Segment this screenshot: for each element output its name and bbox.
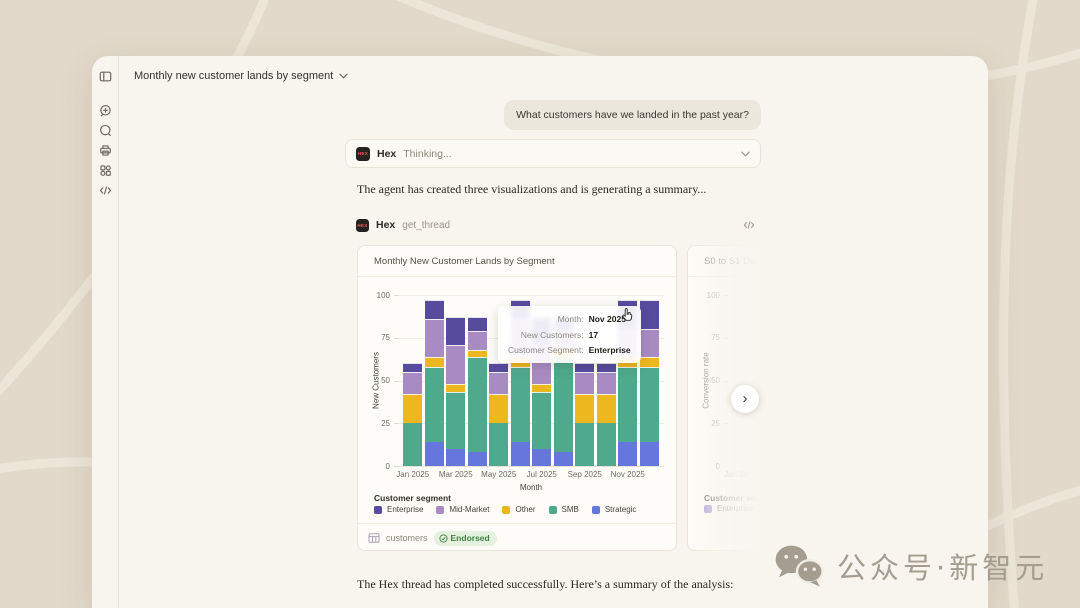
legend-title: Customer segment xyxy=(374,493,451,503)
tool-name: get_thread xyxy=(402,219,451,231)
legend-item: Mid-Market xyxy=(436,505,489,514)
tool-brand: Hex xyxy=(376,219,396,231)
endorsed-badge: Endorsed xyxy=(433,530,497,546)
check-circle-icon xyxy=(438,533,448,543)
thinking-status: Thinking... xyxy=(403,147,452,160)
view-code-icon[interactable] xyxy=(743,219,755,231)
sidebar xyxy=(92,56,119,608)
bar-Oct 2025[interactable] xyxy=(596,295,618,466)
threads-icon[interactable] xyxy=(99,124,112,137)
dataset-name[interactable]: customers xyxy=(386,533,428,543)
card-footer: customers Endorsed xyxy=(368,524,497,551)
chart-legend: Enterprise Mid-Market Other SMB Strategic xyxy=(374,505,636,514)
chart-title: Monthly New Customer Lands by Segment xyxy=(374,256,555,267)
cursor-hand-icon xyxy=(622,308,633,321)
legend-item: Other xyxy=(502,505,536,514)
bar-Feb 2025[interactable] xyxy=(424,295,446,466)
summary-line: The Hex thread has completed successfull… xyxy=(357,577,734,591)
carousel-next-button[interactable]: › xyxy=(731,385,759,413)
bar-Dec 2025[interactable] xyxy=(639,295,661,466)
apps-grid-icon[interactable] xyxy=(99,164,112,177)
thread-title-dropdown[interactable]: Monthly new customer lands by segment xyxy=(134,68,348,84)
chevron-right-icon: › xyxy=(742,389,748,407)
chevron-down-icon[interactable] xyxy=(741,151,750,157)
sidebar-toggle-icon[interactable] xyxy=(99,70,112,83)
divider xyxy=(358,276,676,277)
hex-logo: HEX xyxy=(356,218,369,232)
legend-item: SMB xyxy=(548,505,579,514)
divider xyxy=(358,523,676,524)
table-icon xyxy=(368,533,380,543)
legend-item: Strategic xyxy=(591,505,636,514)
chat-column: What customers have we landed in the pas… xyxy=(345,56,765,608)
bar-May 2025[interactable] xyxy=(488,295,510,466)
projects-icon[interactable] xyxy=(99,144,112,157)
chevron-down-icon xyxy=(339,73,348,79)
code-icon[interactable] xyxy=(99,184,112,197)
thinking-panel[interactable]: HEX Hex Thinking... xyxy=(345,139,761,168)
bar-Sep 2025[interactable] xyxy=(574,295,596,466)
legend-item: Enterprise xyxy=(374,505,423,514)
tool-call-row: HEX Hex get_thread xyxy=(356,217,755,233)
user-message: What customers have we landed in the pas… xyxy=(504,100,761,130)
bar-Apr 2025[interactable] xyxy=(467,295,489,466)
thinking-brand: Hex xyxy=(377,147,397,160)
new-thread-icon[interactable] xyxy=(99,104,112,117)
page-title: Monthly new customer lands by segment xyxy=(134,70,334,82)
bar-Jan 2025[interactable] xyxy=(402,295,424,466)
chart-tooltip: Month: Nov 2025 New Customers: 17 Customer S… xyxy=(498,306,641,363)
app-window: Monthly new customer lands by segment Wh… xyxy=(92,56,988,608)
hex-logo: HEX xyxy=(356,146,370,161)
bar-Mar 2025[interactable] xyxy=(445,295,467,466)
agent-note: The agent has created three visualizatio… xyxy=(357,182,707,196)
